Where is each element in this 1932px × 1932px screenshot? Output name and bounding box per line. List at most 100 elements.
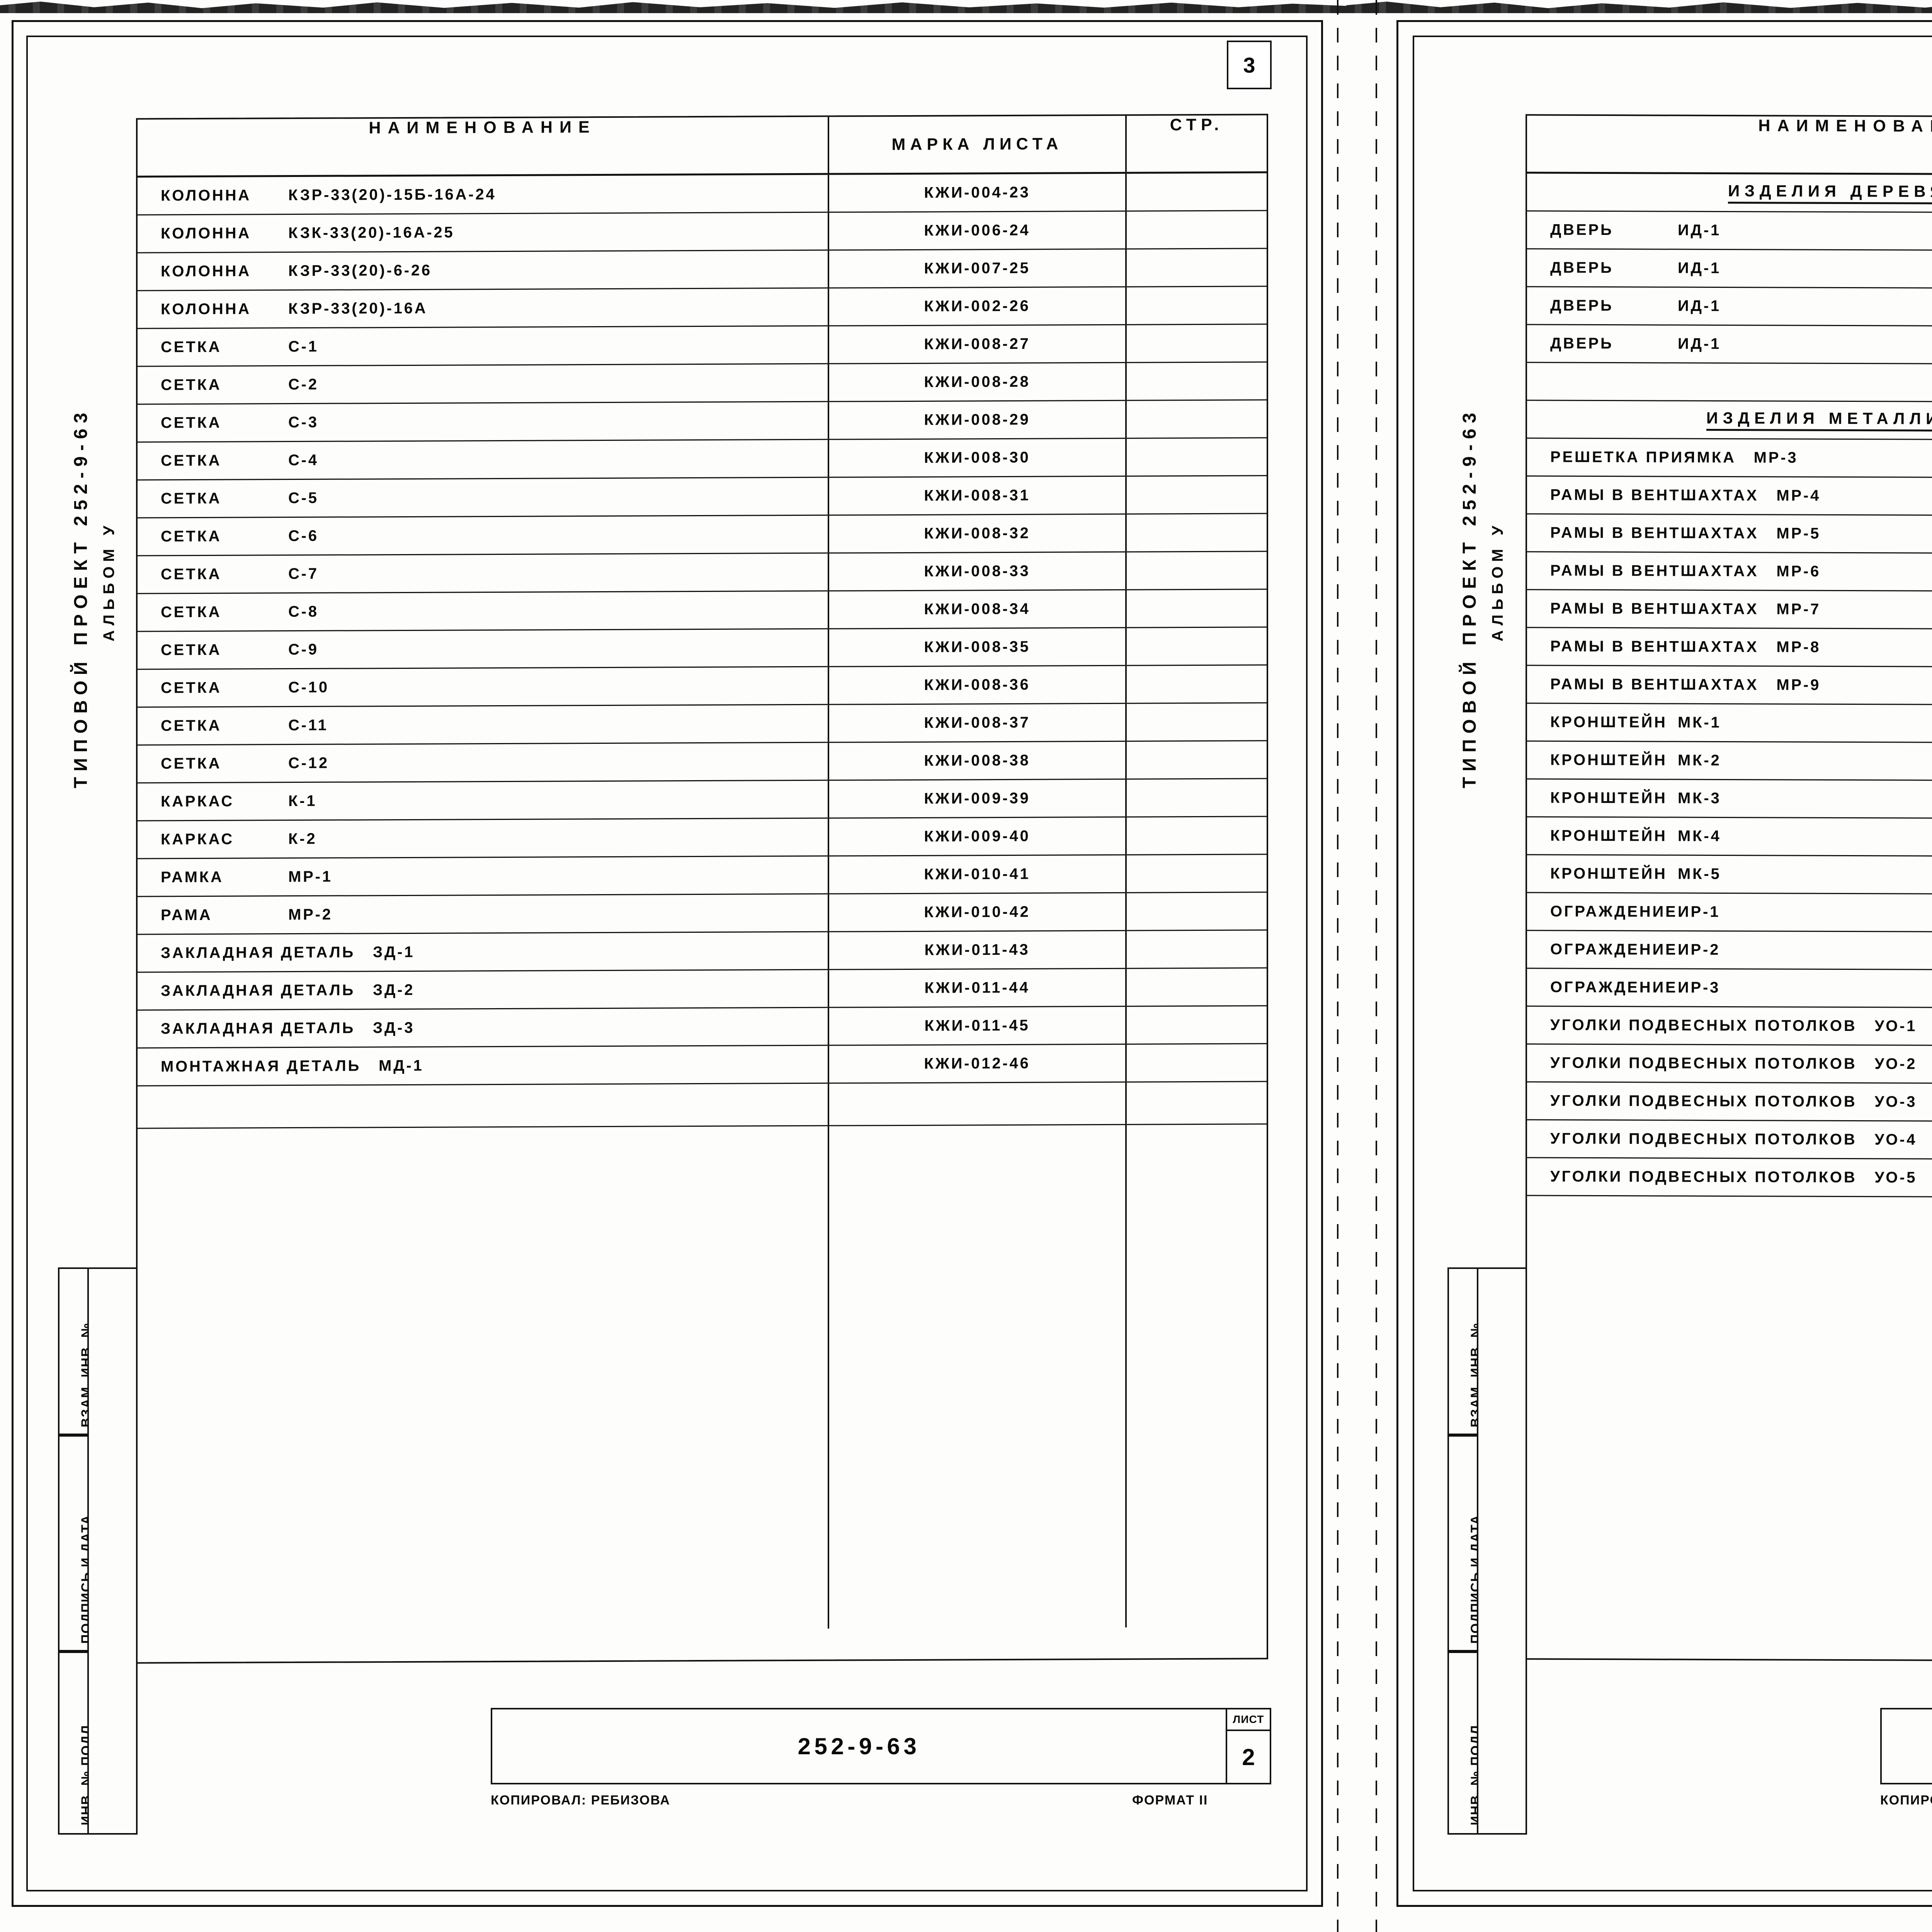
table-row[interactable]: СЕТКА С-3 КЖИ-008-29 [138,400,1267,443]
cell-section-title: ИЗДЕЛИЯ МЕТАЛЛИЧЕСКИЕ [1527,401,1932,440]
cell-sheet-mark: КЖИ-008-32 [829,514,1127,553]
part-code: МР-9 [1776,676,1821,694]
cell-name [138,1083,829,1128]
cell-name: КРОНШТЕЙН МК-5 [1527,855,1932,895]
table-row[interactable]: КАРКАС К-2 КЖИ-009-40 [138,817,1267,859]
page-number-value [1127,779,1267,816]
table-row[interactable]: КАРКАС К-1 КЖИ-009-39 [138,779,1267,821]
part-code: ИД-1 [1678,335,1721,352]
table-row[interactable]: СЕТКА С-6 КЖИ-008-32 [138,514,1267,556]
table-row[interactable]: СЕТКА С-8 КЖИ-008-34 [138,590,1267,632]
table-row[interactable]: МОНТАЖНАЯ ДЕТАЛЬ МД-1 КЖИ-012-46 [138,1044,1267,1087]
cell-sheet-mark: КЖИ-002-26 [829,287,1127,325]
column-header-name-label: НАИМЕНОВАНИЕ [369,118,597,138]
album-label-right: АЛЬБОМ У [1489,521,1506,641]
table-row[interactable]: СЕТКА С-5 КЖИ-008-31 [138,476,1267,519]
table-row[interactable]: СЕТКА С-2 КЖИ-008-28 [138,362,1267,405]
album-label-left: АЛЬБОМ У [100,521,117,641]
page-number-value [1127,930,1267,968]
column-header-page-label: СТР. [1170,115,1224,134]
page-number-value [1127,211,1267,248]
page-left: 3 ТИПОВОЙ ПРОЕКТ 252-9-63 АЛЬБОМ У ВЗАМ.… [0,2,1346,1907]
scan-torn-edge-left [0,2,1346,13]
table-row[interactable]: СЕТКА С-7 КЖИ-008-33 [138,552,1267,594]
cell-page-number [1127,249,1267,286]
table-row[interactable]: СЕТКА С-11 КЖИ-008-37 [138,703,1267,746]
part-code: ИР-2 [1678,941,1721,958]
sheet-mark-value: КЖИ-008-27 [924,335,1031,353]
project-label-left: ТИПОВОЙ ПРОЕКТ 252-9-63 [71,407,91,788]
part-name: ДВЕРЬ [1550,297,1614,315]
part-code: С-2 [288,376,319,393]
cell-sheet-mark: КЖИ-006-24 [829,211,1127,250]
table-row[interactable]: СЕТКА С-9 КЖИ-008-35 [138,628,1267,670]
table-row[interactable]: ЗАКЛАДНАЯ ДЕТАЛЬ ЗД-1 КЖИ-011-43 [138,930,1267,973]
part-code: МК-1 [1678,714,1721,731]
cell-page-number [1127,1044,1267,1081]
part-name: ЗАКЛАДНАЯ ДЕТАЛЬ [161,1019,355,1037]
stamp-vzam-inv-left: ВЗАМ. ИНВ. № [58,1267,89,1437]
table-row[interactable]: КОЛОННА КЗР-33(20)-15Б-16А-24 КЖИ-004-23 [138,173,1267,216]
table-row[interactable]: ЗАКЛАДНАЯ ДЕТАЛЬ ЗД-2 КЖИ-011-44 [138,968,1267,1011]
table-row[interactable]: СЕТКА С-1 КЖИ-008-27 [138,325,1267,367]
part-name: РАМА [161,906,213,924]
table-row[interactable]: ЗАКЛАДНАЯ ДЕТАЛЬ ЗД-3 КЖИ-011-45 [138,1006,1267,1049]
cell-sheet-mark: КЖИ-008-27 [829,325,1127,363]
cell-name: СЕТКА С-9 [138,629,829,669]
table-row[interactable]: РАМА МР-2 КЖИ-010-42 [138,893,1267,935]
part-code: С-5 [288,489,319,507]
cell-page-number [1127,930,1267,968]
table-row[interactable]: СЕТКА С-4 КЖИ-008-30 [138,438,1267,481]
table-row[interactable]: КОЛОННА КЗК-33(20)-16А-25 КЖИ-006-24 [138,211,1267,253]
part-name: УГОЛКИ ПОДВЕСНЫХ ПОТОЛКОВ [1550,1016,1857,1035]
table-row[interactable]: СЕТКА С-12 КЖИ-008-38 [138,741,1267,784]
cell-name: РАМЫ В ВЕНТШАХТАХ МР-8 [1527,628,1932,667]
cell-page-number [1127,817,1267,854]
part-name: ДВЕРЬ [1550,221,1614,239]
copier-note-left: КОПИРОВАЛ: РЕБИЗОВА [491,1793,670,1808]
table-row[interactable]: КОЛОННА КЗР-33(20)-16А КЖИ-002-26 [138,287,1267,329]
part-name: СЕТКА [161,755,222,772]
part-name: СЕТКА [161,679,222,697]
sheet-mark-value: КЖИ-008-30 [924,449,1031,466]
page-number-value [1127,249,1267,286]
sheet-mark-value: КЖИ-008-28 [924,373,1031,391]
part-name: УГОЛКИ ПОДВЕСНЫХ ПОТОЛКОВ [1550,1092,1857,1111]
cell-name: КОЛОННА КЗК-33(20)-16А-25 [138,213,829,252]
table-row-empty [138,1124,1267,1631]
cell-sheet-mark: КЖИ-004-23 [829,173,1127,212]
table-row[interactable]: СЕТКА С-10 КЖИ-008-36 [138,665,1267,708]
part-name: СЕТКА [161,338,222,356]
table-row[interactable]: КОЛОННА КЗР-33(20)-6-26 КЖИ-007-25 [138,249,1267,291]
stamp-inv-podl-right: ИНВ. № ПОДЛ. [1447,1650,1478,1835]
cell-sheet-mark: КЖИ-008-29 [829,401,1127,439]
cell-name: ДВЕРЬ ИД-1 [1527,211,1932,251]
table-section-header: ИЗДЕЛИЯ МЕТАЛЛИЧЕСКИЕ [1527,401,1932,442]
table-row[interactable]: РАМКА МР-1 КЖИ-010-41 [138,855,1267,897]
cell-name [1527,1196,1932,1400]
